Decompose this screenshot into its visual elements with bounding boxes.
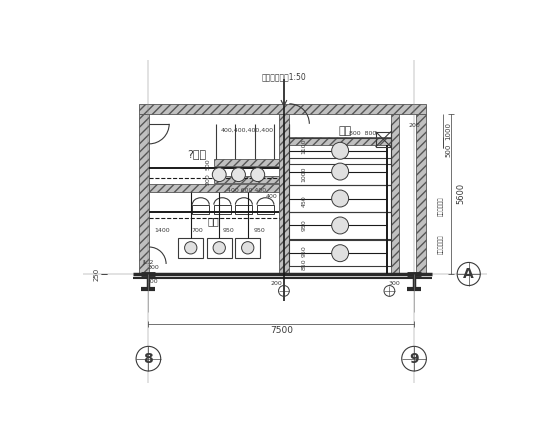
Text: 450: 450	[301, 195, 306, 207]
Bar	[376, 132, 391, 147]
Text: 给排水平面图: 给排水平面图	[438, 235, 444, 254]
Bar	[290, 212, 391, 238]
Text: 200: 200	[270, 281, 282, 286]
Bar	[257, 205, 274, 214]
Text: 500: 500	[206, 158, 211, 170]
Bar	[290, 137, 391, 145]
Text: 950: 950	[301, 220, 306, 231]
Text: 女厕: 女厕	[338, 126, 351, 136]
Text: 给排水平面图: 给排水平面图	[438, 197, 444, 216]
Text: JL.2: JL.2	[143, 260, 154, 265]
Bar	[207, 238, 232, 258]
Bar	[149, 184, 279, 192]
Text: 1000: 1000	[446, 122, 452, 140]
Text: 8: 8	[143, 352, 153, 366]
Text: 1400: 1400	[155, 228, 170, 233]
Bar	[214, 205, 231, 214]
Text: 850: 850	[301, 258, 306, 270]
Bar	[179, 238, 203, 258]
Bar	[290, 159, 391, 185]
Text: 400,400,400,400: 400,400,400,400	[221, 128, 273, 133]
Circle shape	[212, 168, 226, 181]
Text: 200: 200	[408, 123, 420, 128]
Circle shape	[332, 142, 348, 159]
Text: 1000: 1000	[301, 166, 306, 181]
Circle shape	[332, 163, 348, 180]
Bar	[279, 114, 290, 274]
Text: 100: 100	[146, 279, 158, 284]
Bar	[290, 138, 391, 164]
Circle shape	[213, 241, 225, 254]
Circle shape	[251, 168, 265, 181]
Text: 男厕: 男厕	[208, 217, 220, 227]
Text: 800  800: 800 800	[349, 130, 376, 136]
Text: A: A	[463, 267, 474, 281]
Circle shape	[241, 241, 254, 254]
Bar	[139, 114, 149, 274]
Circle shape	[231, 168, 245, 181]
Circle shape	[332, 190, 348, 207]
Bar	[235, 238, 260, 258]
Bar	[214, 159, 279, 166]
Text: 950: 950	[254, 228, 265, 233]
Bar	[290, 240, 391, 266]
Bar	[139, 104, 426, 114]
Text: 400: 400	[266, 194, 277, 199]
Text: 1100: 1100	[301, 138, 306, 154]
Text: ?洗室: ?洗室	[188, 149, 207, 159]
Text: 200: 200	[206, 173, 211, 185]
Text: 300: 300	[389, 281, 400, 286]
Text: 给排水平面图1:50: 给排水平面图1:50	[262, 73, 306, 82]
Text: 300: 300	[147, 265, 159, 270]
Bar	[192, 205, 209, 214]
Text: 500: 500	[446, 144, 452, 157]
Text: 950: 950	[223, 228, 234, 233]
Bar	[235, 205, 253, 214]
Text: 700: 700	[191, 228, 203, 233]
Text: 950: 950	[301, 245, 306, 257]
Text: 5600: 5600	[456, 183, 465, 204]
Text: 9: 9	[409, 352, 419, 366]
Text: 7500: 7500	[270, 326, 293, 335]
Bar	[391, 114, 399, 274]
Bar	[290, 185, 391, 211]
Text: 250: 250	[94, 267, 100, 280]
Bar	[214, 176, 279, 183]
Circle shape	[185, 241, 197, 254]
Circle shape	[332, 245, 348, 262]
Circle shape	[332, 217, 348, 234]
Text: 400 600 400: 400 600 400	[227, 188, 267, 194]
Bar	[416, 114, 426, 274]
